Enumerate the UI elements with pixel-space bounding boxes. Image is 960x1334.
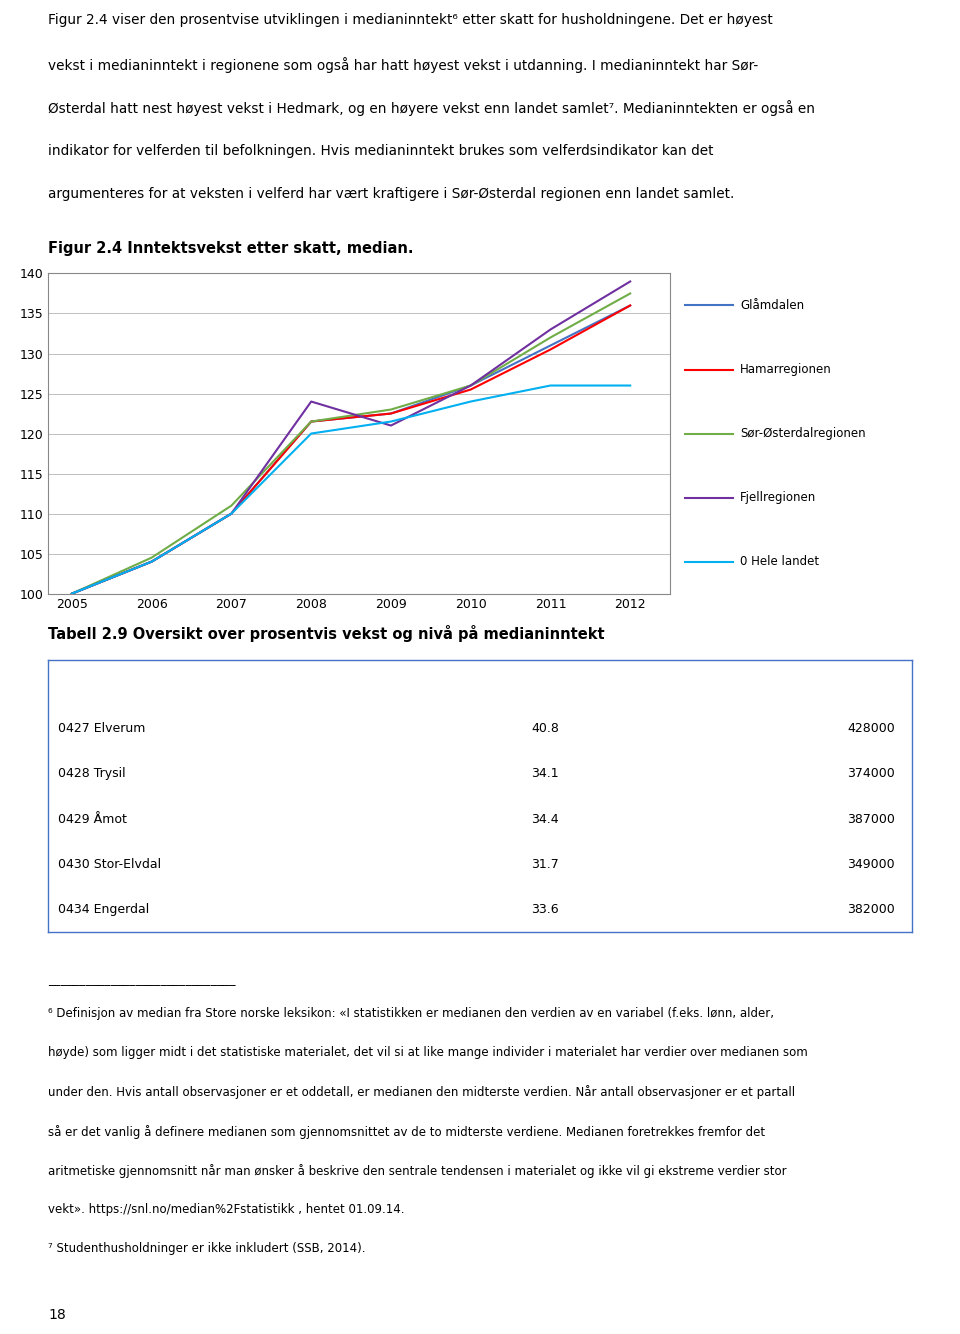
Text: Sør-Østerdalregionen: Sør-Østerdalregionen [740,427,866,440]
Fjellregionen [544,321,556,338]
0 Hele landet [226,506,237,522]
Sør-Østerdalregionen [305,414,317,430]
Sør-Østerdalregionen [66,586,78,602]
Fjellregionen [465,378,476,394]
Text: aritmetiske gjennomsnitt når man ønsker å beskrive den sentrale tendensen i mate: aritmetiske gjennomsnitt når man ønsker … [48,1163,786,1178]
Text: Tabell 2.9 Oversikt over prosentvis vekst og nivå på medianinntekt: Tabell 2.9 Oversikt over prosentvis veks… [48,626,605,642]
Text: under den. Hvis antall observasjoner er et oddetall, er medianen den midterste v: under den. Hvis antall observasjoner er … [48,1086,795,1099]
Text: 0427 Elverum: 0427 Elverum [59,722,146,735]
Text: 18: 18 [48,1309,65,1322]
Sør-Østerdalregionen [385,402,396,418]
Hamarregionen [305,414,317,430]
Sør-Østerdalregionen [465,378,476,394]
Text: ______________________________: ______________________________ [48,972,235,986]
Glåmdalen [544,338,556,354]
Text: 33.6: 33.6 [531,903,559,916]
Text: ⁷ Studenthusholdninger er ikke inkludert (SSB, 2014).: ⁷ Studenthusholdninger er ikke inkludert… [48,1242,366,1255]
0 Hele landet [146,554,157,570]
Fjellregionen [146,554,157,570]
Text: vekst i medianinntekt i regionene som også har hatt høyest vekst i utdanning. I : vekst i medianinntekt i regionene som og… [48,57,758,73]
Text: argumenteres for at veksten i velferd har vært kraftigere i Sør-Østerdal regione: argumenteres for at veksten i velferd ha… [48,187,734,201]
Fjellregionen [624,273,636,289]
Line: Hamarregionen: Hamarregionen [72,305,630,594]
Text: indikator for velferden til befolkningen. Hvis medianinntekt brukes som velferds: indikator for velferden til befolkningen… [48,144,713,157]
Text: Figur 2.4 Inntektsvekst etter skatt, median.: Figur 2.4 Inntektsvekst etter skatt, med… [48,240,414,256]
Text: Kommune: Kommune [59,676,129,690]
0 Hele landet [465,394,476,410]
Glåmdalen [305,414,317,430]
Hamarregionen [624,297,636,313]
Glåmdalen [66,586,78,602]
Fjellregionen [385,418,396,434]
Line: Glåmdalen: Glåmdalen [72,305,630,594]
0 Hele landet [385,414,396,430]
Fjellregionen [66,586,78,602]
Sør-Østerdalregionen [624,285,636,301]
Glåmdalen [465,378,476,394]
0 Hele landet [544,378,556,394]
Fjellregionen [226,506,237,522]
Text: 0434 Engerdal: 0434 Engerdal [59,903,150,916]
Text: høyde) som ligger midt i det statistiske materialet, det vil si at like mange in: høyde) som ligger midt i det statistiske… [48,1046,807,1059]
Text: 0429 Åmot: 0429 Åmot [59,812,127,826]
Text: Medianinntekt 2012, kr: Medianinntekt 2012, kr [731,676,895,690]
Glåmdalen [226,506,237,522]
Text: Fjellregionen: Fjellregionen [740,491,816,504]
Glåmdalen [385,406,396,422]
Text: 387000: 387000 [848,812,895,826]
Text: 0430 Stor-Elvdal: 0430 Stor-Elvdal [59,858,161,871]
Hamarregionen [385,406,396,422]
Sør-Østerdalregionen [544,329,556,346]
Text: Glåmdalen: Glåmdalen [740,299,804,312]
Glåmdalen [624,297,636,313]
Line: Sør-Østerdalregionen: Sør-Østerdalregionen [72,293,630,594]
Text: 34.4: 34.4 [531,812,559,826]
Text: Figur 2.4 viser den prosentvise utviklingen i medianinntekt⁶ etter skatt for hus: Figur 2.4 viser den prosentvise utviklin… [48,13,773,27]
Text: Vekst fra 2005-2012: Vekst fra 2005-2012 [416,676,559,690]
Text: 428000: 428000 [848,722,895,735]
Text: ⁶ Definisjon av median fra Store norske leksikon: «I statistikken er medianen de: ⁶ Definisjon av median fra Store norske … [48,1007,774,1019]
Sør-Østerdalregionen [146,550,157,566]
0 Hele landet [624,378,636,394]
Hamarregionen [66,586,78,602]
Hamarregionen [226,506,237,522]
Line: Fjellregionen: Fjellregionen [72,281,630,594]
Sør-Østerdalregionen [226,498,237,514]
Text: så er det vanlig å definere medianen som gjennomsnittet av de to midterste verdi: så er det vanlig å definere medianen som… [48,1125,765,1139]
Text: 0 Hele landet: 0 Hele landet [740,555,819,568]
Fjellregionen [305,394,317,410]
Text: Hamarregionen: Hamarregionen [740,363,832,376]
Hamarregionen [544,342,556,358]
Text: Østerdal hatt nest høyest vekst i Hedmark, og en høyere vekst enn landet samlet⁷: Østerdal hatt nest høyest vekst i Hedmar… [48,100,815,116]
0 Hele landet [305,426,317,442]
0 Hele landet [66,586,78,602]
Text: 31.7: 31.7 [531,858,559,871]
Line: 0 Hele landet: 0 Hele landet [72,386,630,594]
Text: 349000: 349000 [848,858,895,871]
Text: 382000: 382000 [848,903,895,916]
Hamarregionen [146,554,157,570]
Text: 374000: 374000 [848,767,895,780]
Glåmdalen [146,554,157,570]
Text: vekt». https://snl.no/median%2Fstatistikk , hentet 01.09.14.: vekt». https://snl.no/median%2Fstatistik… [48,1203,404,1217]
Text: 40.8: 40.8 [531,722,559,735]
Text: 34.1: 34.1 [531,767,559,780]
Text: 0428 Trysil: 0428 Trysil [59,767,126,780]
Hamarregionen [465,382,476,398]
